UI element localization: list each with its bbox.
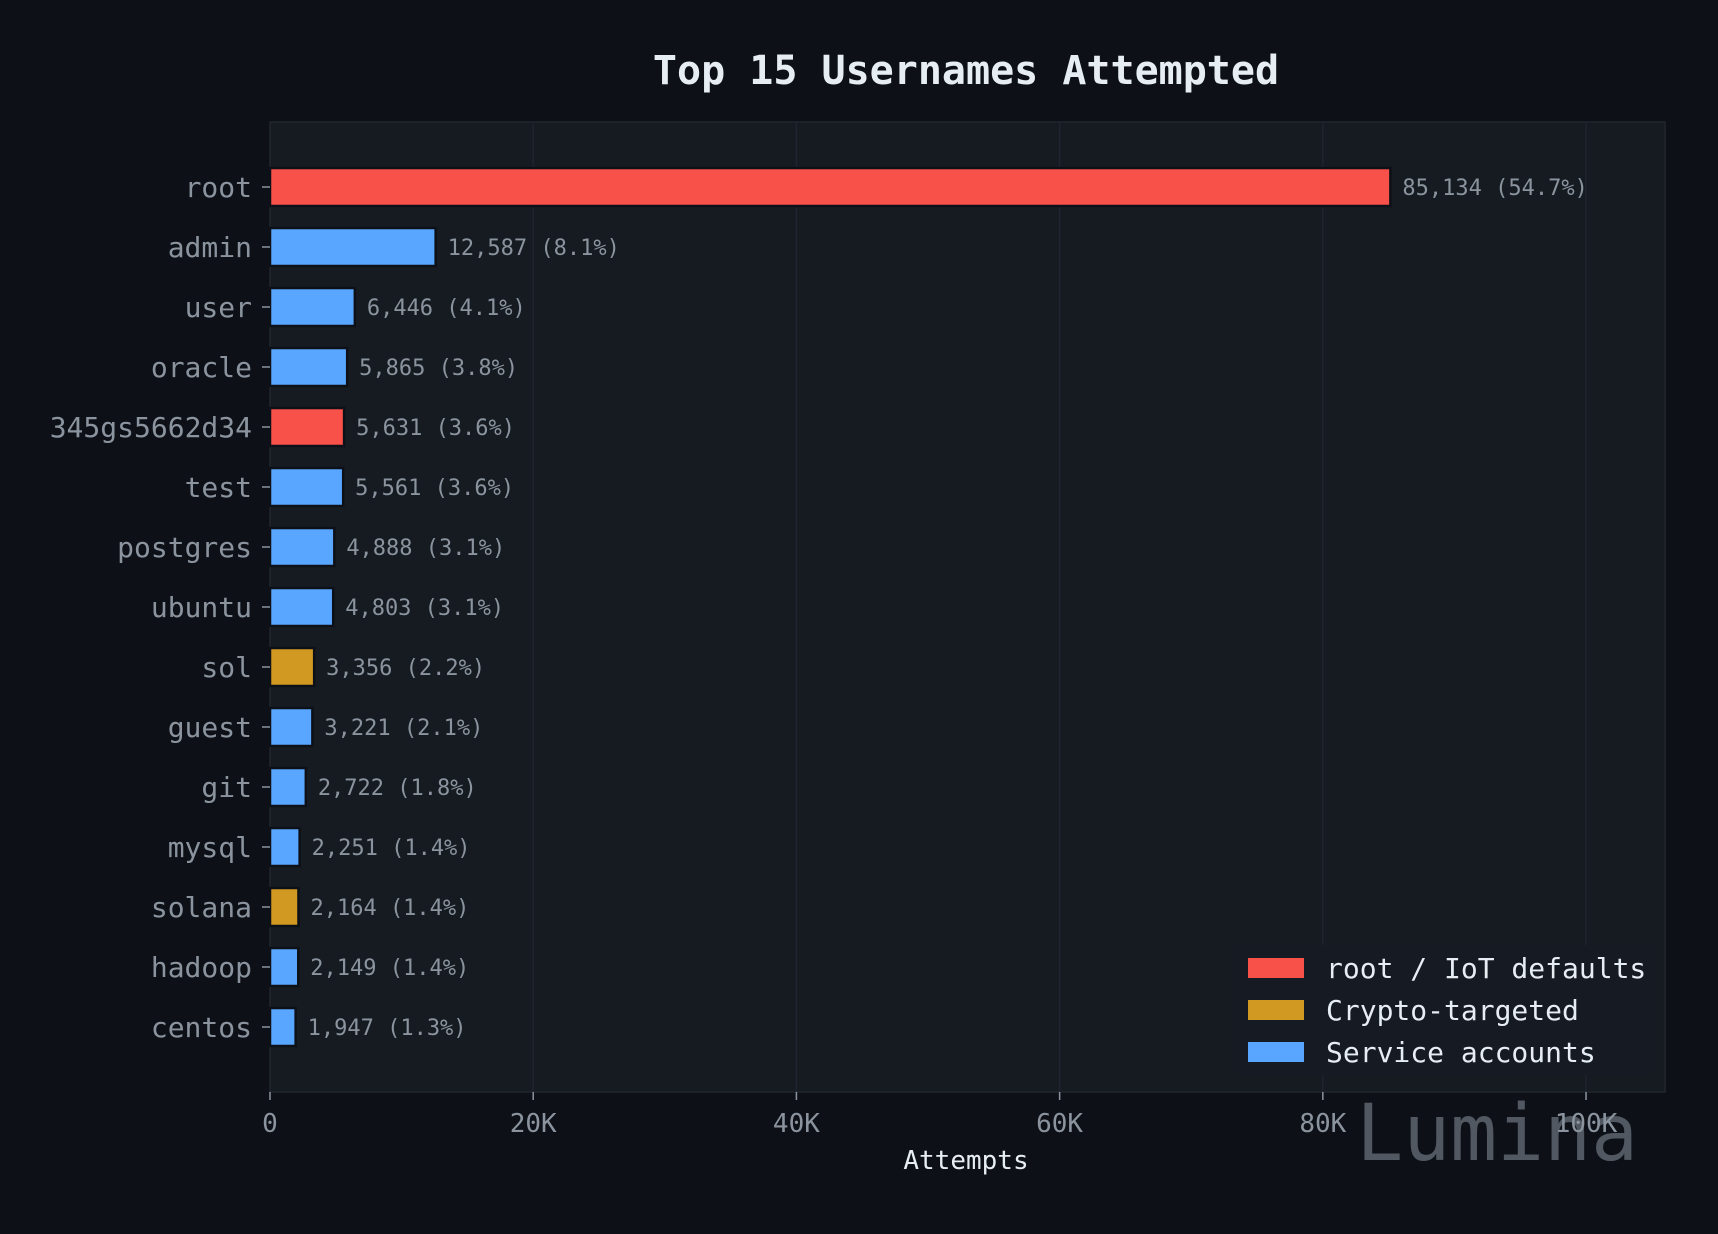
y-tick-label: centos: [151, 1011, 252, 1044]
legend-label-root: root / IoT defaults: [1326, 952, 1646, 985]
x-tick-label: 80K: [1299, 1109, 1346, 1139]
legend-swatch-crypto: [1248, 1000, 1304, 1020]
bar-mysql: [268, 826, 301, 868]
x-tick-label: 40K: [773, 1109, 820, 1139]
bar-hadoop: [268, 946, 300, 988]
bar-admin: [268, 226, 437, 268]
x-tick-label: 20K: [510, 1109, 557, 1139]
bar-postgres: [268, 526, 336, 568]
bar-value-label: 2,722 (1.8%): [318, 776, 477, 801]
x-axis: 0 20K 40K 60K 80K 100K: [262, 1092, 1618, 1139]
x-tick-label: 0: [262, 1109, 278, 1139]
watermark-logo: Lumina: [1356, 1089, 1638, 1179]
y-axis-labels: root admin user oracle 345gs5662d34 test postg…: [50, 171, 270, 1044]
grid-lines: [532, 122, 1587, 1092]
bar-345gs5662d34: [268, 406, 346, 448]
bar-user: [268, 286, 357, 328]
x-axis-title: Attempts: [903, 1146, 1028, 1176]
bar-solana: [268, 886, 300, 928]
legend-label-crypto: Crypto-targeted: [1326, 994, 1579, 1027]
legend-swatch-service: [1248, 1042, 1304, 1062]
y-tick-label: admin: [168, 231, 252, 264]
bar-value-label: 3,356 (2.2%): [326, 656, 485, 681]
bar-git: [268, 766, 308, 808]
bar-root: [268, 166, 1392, 208]
y-tick-label: oracle: [151, 351, 252, 384]
y-tick-label: ubuntu: [151, 591, 252, 624]
chart-title: Top 15 Usernames Attempted: [653, 48, 1279, 94]
y-tick-label: user: [185, 291, 252, 324]
legend-box: [1238, 945, 1650, 1075]
bar-centos: [268, 1006, 297, 1048]
y-tick-label: git: [201, 771, 252, 804]
bar-value-label: 2,164 (1.4%): [310, 896, 469, 921]
y-tick-label: test: [185, 471, 252, 504]
bar-value-label: 4,803 (3.1%): [345, 596, 504, 621]
bar-value-label: 3,221 (2.1%): [324, 716, 483, 741]
legend-label-service: Service accounts: [1326, 1036, 1596, 1069]
y-tick-label: sol: [201, 651, 252, 684]
plot-area: [269, 121, 1666, 1093]
x-tick-label: 100K: [1555, 1109, 1618, 1139]
x-tick-label: 60K: [1036, 1109, 1083, 1139]
bar-value-label: 4,888 (3.1%): [346, 536, 505, 561]
y-tick-label: root: [185, 171, 252, 204]
bar-value-label: 2,251 (1.4%): [312, 836, 471, 861]
y-tick-label: hadoop: [151, 951, 252, 984]
y-tick-label: postgres: [117, 531, 252, 564]
y-tick-label: 345gs5662d34: [50, 411, 252, 444]
bar-value-label: 85,134 (54.7%): [1402, 176, 1587, 201]
bar-guest: [268, 706, 314, 748]
bar-sol: [268, 646, 316, 688]
bar-ubuntu: [268, 586, 335, 628]
bar-value-label: 12,587 (8.1%): [448, 236, 620, 261]
y-tick-label: solana: [151, 891, 252, 924]
bar-value-label: 5,561 (3.6%): [355, 476, 514, 501]
bar-value-label: 5,865 (3.8%): [359, 356, 518, 381]
y-tick-label: mysql: [168, 831, 252, 864]
bar-value-label: 5,631 (3.6%): [356, 416, 515, 441]
bar-value-label: 6,446 (4.1%): [367, 296, 526, 321]
bar-test: [268, 466, 345, 508]
legend: root / IoT defaults Crypto-targeted Servic…: [1238, 945, 1650, 1075]
bar-oracle: [268, 346, 349, 388]
bar-value-label: 2,149 (1.4%): [310, 956, 469, 981]
bar-value-label: 1,947 (1.3%): [308, 1016, 467, 1041]
y-tick-label: guest: [168, 711, 252, 744]
legend-swatch-root: [1248, 958, 1304, 978]
